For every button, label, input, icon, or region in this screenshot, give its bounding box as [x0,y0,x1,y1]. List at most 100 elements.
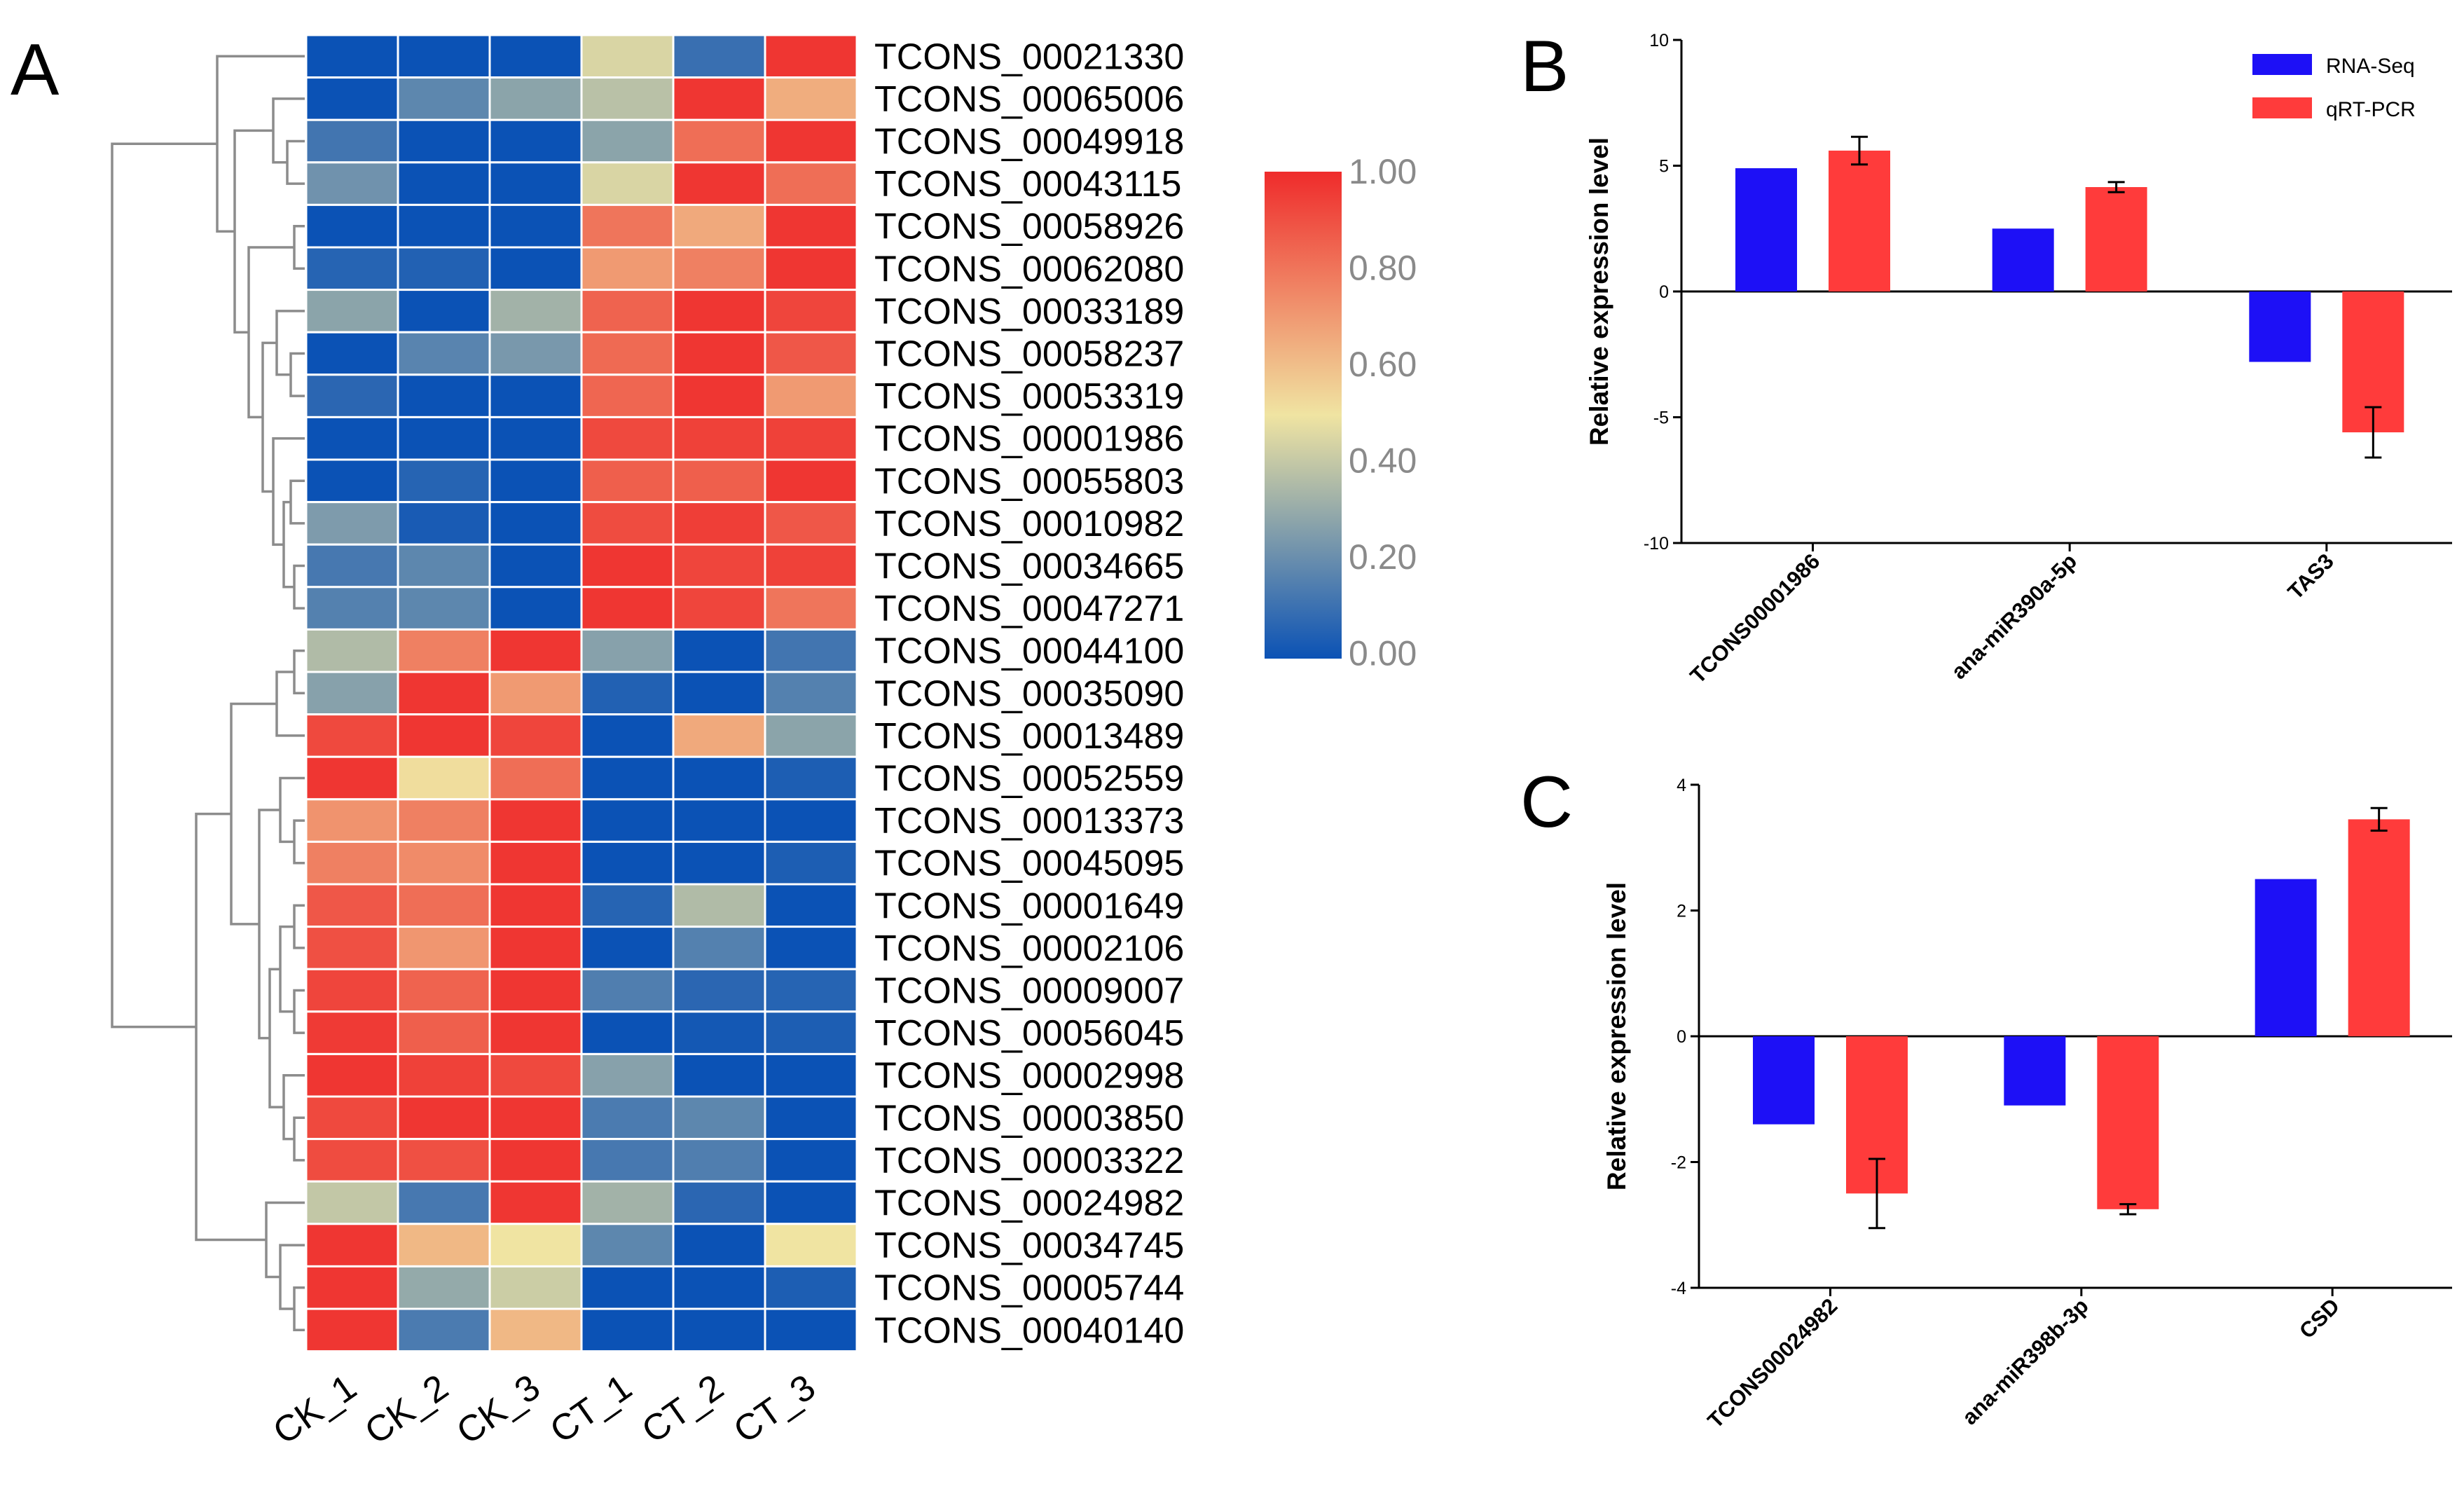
heatmap-cell [305,671,399,716]
heatmap-cell [488,1052,583,1098]
dendrogram-branch [261,341,277,493]
row-label: TCONS_00055803 [874,461,1184,502]
heatmap-cell [488,840,583,886]
heatmap-cell [305,289,399,334]
row-label: TCONS_00002106 [874,928,1184,969]
heatmap-cell [305,76,399,121]
heatmap-cell [305,586,399,631]
heatmap-cell [488,926,583,970]
heatmap-cell [672,926,766,970]
y-tick-label: 0 [1659,282,1669,302]
row-label: TCONS_00001649 [874,886,1184,926]
dendrogram-branch [279,925,294,1013]
heatmap-cell [672,1052,766,1098]
panel-label-b: B [1520,26,1569,107]
dendrogram-branch [279,776,305,844]
heatmap-cell [672,671,766,716]
x-category-label: TCONS00001986 [1685,549,1824,688]
heatmap-cell [672,543,766,589]
heatmap-cell [488,543,583,589]
heatmap-cell [672,968,766,1013]
heatmap-cell [580,501,675,546]
heatmap-cell [397,1265,491,1310]
column-label: CT_1 [543,1367,639,1451]
dendrogram-branch [293,224,305,270]
heatmap-cell [488,586,583,631]
row-label: TCONS_00024982 [874,1183,1184,1224]
row-label: TCONS_00021330 [874,36,1184,77]
heatmap-cell [397,246,491,291]
colorbar-tick-label: 0.40 [1349,441,1417,481]
heatmap-cell [305,501,399,546]
heatmap-cell [764,373,858,418]
heatmap-cell [580,1010,675,1055]
heatmap-cell [580,458,675,504]
heatmap-cell [764,840,858,886]
heatmap-cell [397,458,491,504]
heatmap-cell [305,246,399,291]
heatmap-cell [488,968,583,1013]
heatmap-cell [672,1223,766,1267]
heatmap-cell [764,1180,858,1225]
heatmap-cell [488,755,583,801]
row-label: TCONS_00043115 [874,164,1181,205]
row-label: TCONS_00013373 [874,801,1184,841]
panel-label-c: C [1520,762,1573,843]
heatmap-cell [397,34,491,79]
heatmap-cell [488,798,583,843]
heatmap-cell [672,1095,766,1141]
heatmap-cell [305,840,399,886]
heatmap-cell [672,246,766,291]
column-label: CK_3 [450,1367,548,1452]
colorbar-tick-label: 0.20 [1349,537,1417,577]
heatmap-cell [397,1180,491,1225]
heatmap-cell [580,1180,675,1225]
heatmap-cell [672,1180,766,1225]
dendrogram-branch [293,989,305,1034]
heatmap-cell [672,1265,766,1310]
row-label: TCONS_00056045 [874,1013,1184,1054]
heatmap-cell [488,671,583,716]
dendrogram-branch [230,702,277,926]
heatmap-cell [764,628,858,673]
heatmap-cell [397,798,491,843]
legend-swatch [2252,54,2312,75]
heatmap-cell [764,926,858,970]
y-tick-label: 2 [1677,902,1686,921]
heatmap-cell [764,203,858,249]
heatmap-cell [580,203,675,249]
heatmap-cell [580,926,675,970]
heatmap-cell [764,968,858,1013]
heatmap-cell [764,1052,858,1098]
bar [2249,291,2311,362]
row-label: TCONS_00033189 [874,291,1184,332]
heatmap-cell [305,373,399,418]
heatmap-cell [305,458,399,504]
heatmap-cell [397,203,491,249]
legend-label: RNA-Seq [2326,55,2415,78]
heatmap-cell [397,671,491,716]
y-tick-label: 4 [1677,776,1686,795]
heatmap-cell [488,1010,583,1055]
heatmap-cell [305,968,399,1013]
heatmap-cell [305,1138,399,1183]
heatmap-cell [305,1010,399,1055]
column-label: CT_3 [727,1367,823,1451]
dendrogram-branch [272,437,305,546]
heatmap-cell [305,203,399,249]
heatmap-cell [397,628,491,673]
heatmap-cell [397,1223,491,1267]
dendrogram-branch [282,500,294,589]
heatmap-cell [672,713,766,758]
colorbar-tick-label: 0.80 [1349,249,1417,288]
row-label: TCONS_00045095 [874,844,1184,884]
dendrogram-branch [293,649,305,695]
heatmap-cell [397,1307,491,1353]
heatmap-cell [488,118,583,164]
y-tick-label: -5 [1653,408,1669,428]
row-label: TCONS_00065006 [874,79,1184,120]
dendrogram-branch [293,1286,305,1332]
row-label: TCONS_00052559 [874,759,1184,799]
heatmap-cell [580,34,675,79]
